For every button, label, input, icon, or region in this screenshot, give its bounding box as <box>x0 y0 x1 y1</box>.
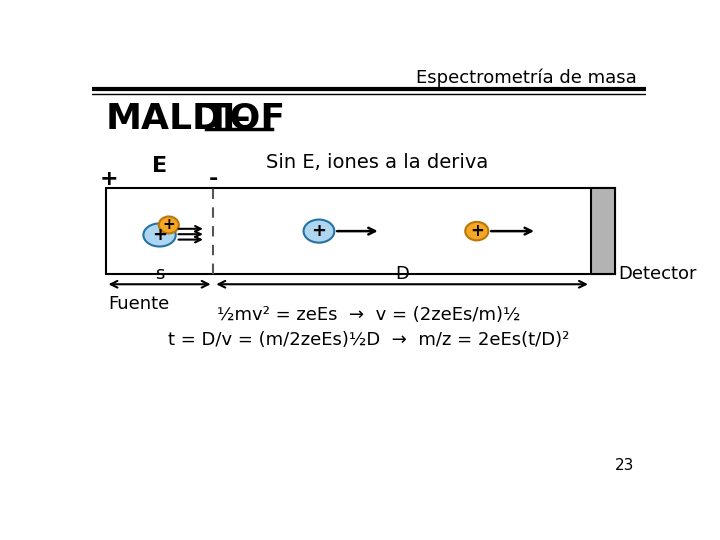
Text: +: + <box>312 222 326 240</box>
Text: Espectrometría de masa: Espectrometría de masa <box>416 69 637 87</box>
Text: D: D <box>395 266 409 284</box>
Text: E: E <box>152 157 167 177</box>
Text: t = D/v = (m/2zeEs)½D  →  m/z = 2eEs(t/D)²: t = D/v = (m/2zeEs)½D → m/z = 2eEs(t/D)² <box>168 330 570 349</box>
Text: 23: 23 <box>616 458 634 473</box>
Text: +: + <box>163 218 175 232</box>
Ellipse shape <box>304 220 334 242</box>
Text: +: + <box>470 222 484 240</box>
Text: TOF: TOF <box>206 102 286 136</box>
Text: -: - <box>209 169 218 189</box>
Bar <box>106 188 616 274</box>
Text: +: + <box>152 226 167 244</box>
Ellipse shape <box>143 224 176 247</box>
Bar <box>590 188 616 274</box>
Text: MALDI-: MALDI- <box>106 102 251 136</box>
Text: Fuente: Fuente <box>109 295 170 313</box>
Text: s: s <box>155 266 164 284</box>
Text: ½mv² = zeEs  →  v = (2zeEs/m)½: ½mv² = zeEs → v = (2zeEs/m)½ <box>217 306 521 324</box>
Ellipse shape <box>159 217 179 233</box>
Text: Detector: Detector <box>618 266 697 284</box>
Text: Sin E, iones a la deriva: Sin E, iones a la deriva <box>266 153 488 172</box>
Text: +: + <box>99 169 118 189</box>
Ellipse shape <box>465 222 488 240</box>
